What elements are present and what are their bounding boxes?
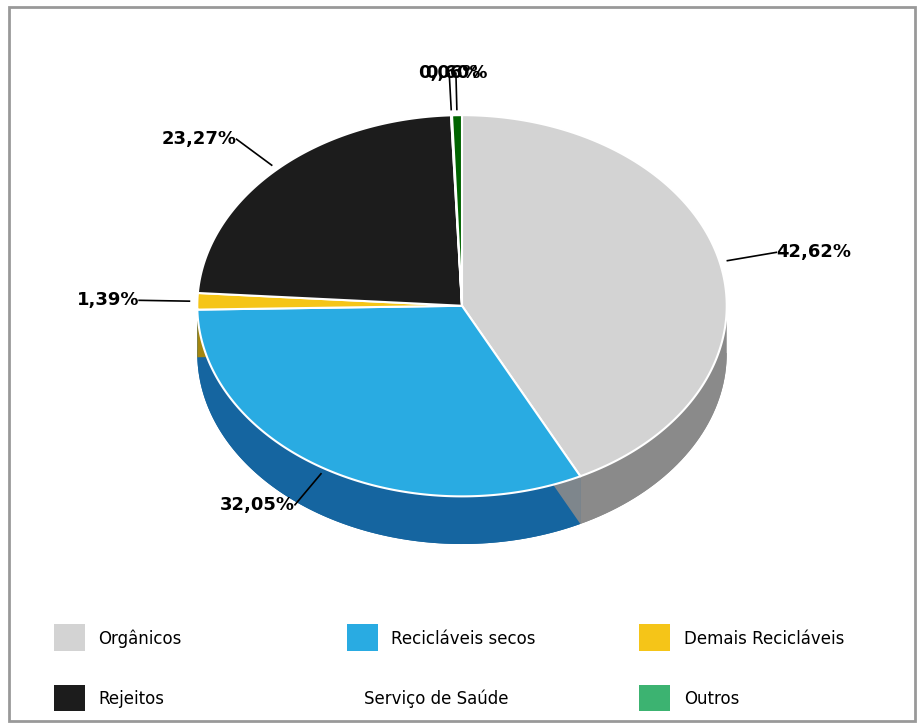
Polygon shape bbox=[462, 115, 726, 476]
Bar bbox=[54, 625, 85, 651]
Text: 1,39%: 1,39% bbox=[77, 291, 140, 309]
Bar bbox=[639, 625, 671, 651]
Polygon shape bbox=[198, 115, 462, 306]
Polygon shape bbox=[198, 353, 580, 544]
Text: 0,60%: 0,60% bbox=[425, 64, 487, 82]
Bar bbox=[54, 685, 85, 711]
Polygon shape bbox=[462, 306, 580, 524]
Polygon shape bbox=[198, 306, 462, 357]
Polygon shape bbox=[198, 309, 580, 544]
Polygon shape bbox=[580, 306, 727, 524]
Polygon shape bbox=[451, 115, 462, 306]
Text: 23,27%: 23,27% bbox=[162, 130, 237, 149]
Text: 0,06%: 0,06% bbox=[418, 64, 480, 82]
Polygon shape bbox=[198, 306, 462, 357]
Polygon shape bbox=[197, 349, 462, 357]
Polygon shape bbox=[197, 293, 462, 309]
Text: Outros: Outros bbox=[684, 690, 739, 708]
Text: Serviço de Saúde: Serviço de Saúde bbox=[364, 690, 509, 708]
Text: Recicláveis secos: Recicláveis secos bbox=[391, 630, 536, 648]
Bar bbox=[346, 625, 378, 651]
Polygon shape bbox=[462, 353, 727, 524]
Polygon shape bbox=[452, 115, 462, 306]
Polygon shape bbox=[198, 306, 580, 496]
Text: Demais Recicláveis: Demais Recicláveis bbox=[684, 630, 845, 648]
Text: 32,05%: 32,05% bbox=[220, 496, 295, 514]
Text: Rejeitos: Rejeitos bbox=[98, 690, 164, 708]
Text: Orgânicos: Orgânicos bbox=[98, 630, 182, 648]
Bar bbox=[639, 685, 671, 711]
Polygon shape bbox=[462, 306, 580, 524]
Text: 42,62%: 42,62% bbox=[776, 243, 851, 261]
